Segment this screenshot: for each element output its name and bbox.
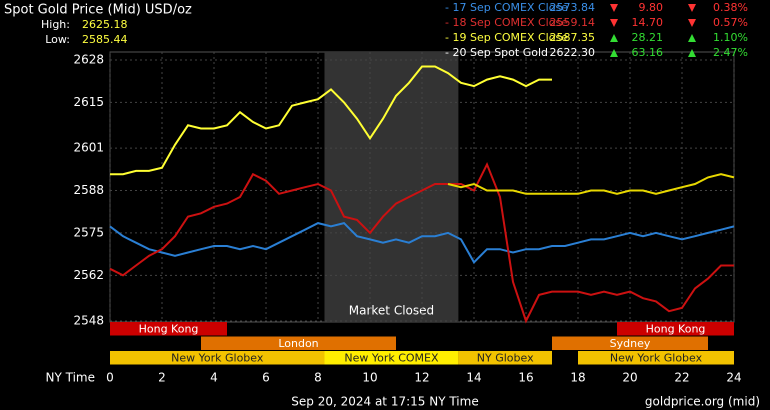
change-arrow	[688, 19, 696, 27]
legend-change: 0.38%	[713, 1, 748, 14]
source: goldprice.org (mid)	[645, 395, 760, 409]
session-band	[552, 336, 708, 350]
x-tick-label: 14	[466, 371, 481, 385]
legend-entry: - 18 Sep COMEX Close	[445, 16, 568, 29]
x-tick-label: 8	[314, 371, 322, 385]
x-tick-label: 10	[362, 371, 377, 385]
session-label: London	[278, 337, 318, 350]
y-tick-label: 2601	[73, 141, 104, 155]
session-label: Hong Kong	[139, 322, 199, 335]
low-label: Low:	[45, 33, 70, 46]
y-tick-label: 2588	[73, 183, 104, 197]
x-tick-label: 20	[622, 371, 637, 385]
legend-change: 28.21	[632, 31, 664, 44]
legend-change: 0.57%	[713, 16, 748, 29]
y-tick-label: 2615	[73, 95, 104, 109]
y-tick-label: 2575	[73, 225, 104, 239]
market-closed-region	[324, 52, 459, 322]
y-tick-label: 2548	[73, 314, 104, 328]
session-band	[617, 322, 734, 336]
legend-entry: - 19 Sep COMEX Close	[445, 31, 568, 44]
x-tick-label: 6	[262, 371, 270, 385]
legend-change: 9.80	[639, 1, 664, 14]
legend-change: 63.16	[632, 46, 664, 59]
legend-price: 2559.14	[550, 16, 596, 29]
legend-change: 14.70	[632, 16, 664, 29]
x-tick-label: 22	[674, 371, 689, 385]
x-tick-label: 24	[726, 371, 741, 385]
high-value: 2625.18	[82, 18, 128, 31]
session-label: Sydney	[610, 337, 651, 350]
series-line	[110, 65, 552, 176]
change-arrow	[610, 19, 618, 27]
session-band	[110, 322, 227, 336]
legend-change: 1.10%	[713, 31, 748, 44]
series-line	[109, 161, 734, 324]
session-label: Hong Kong	[646, 322, 706, 335]
series-line	[109, 221, 735, 264]
session-label: New York Globex	[171, 351, 264, 364]
session-band	[458, 351, 552, 365]
x-tick-label: 2	[158, 371, 166, 385]
session-band	[324, 351, 459, 365]
x-tick-label: 4	[210, 371, 218, 385]
session-band	[110, 351, 325, 365]
x-axis-title: NY Time	[46, 371, 96, 385]
change-arrow	[688, 49, 696, 57]
market-closed-label: Market Closed	[349, 304, 434, 318]
session-label: NY Globex	[477, 351, 534, 364]
high-label: High:	[41, 18, 70, 31]
change-arrow	[688, 34, 696, 42]
x-tick-label: 18	[570, 371, 585, 385]
change-arrow	[610, 49, 618, 57]
session-band	[201, 336, 396, 350]
x-tick-label: 12	[414, 371, 429, 385]
change-arrow	[610, 4, 618, 12]
legend-price: 2573.84	[550, 1, 596, 14]
session-band	[578, 351, 734, 365]
low-value: 2585.44	[82, 33, 128, 46]
y-tick-label: 2562	[73, 268, 104, 282]
session-label: New York Globex	[610, 351, 703, 364]
y-tick-label: 2628	[73, 53, 104, 67]
legend-change: 2.47%	[713, 46, 748, 59]
x-tick-label: 0	[106, 371, 114, 385]
change-arrow	[688, 4, 696, 12]
chart-title: Spot Gold Price (Mid) USD/oz	[4, 3, 192, 18]
footer: Sep 20, 2024 at 17:15 NY Time	[291, 395, 478, 409]
legend-price: 2622.30	[550, 46, 596, 59]
legend-entry: - 17 Sep COMEX Close	[445, 1, 568, 14]
series-line	[447, 173, 735, 195]
change-arrow	[610, 34, 618, 42]
legend-entry: - 20 Sep Spot Gold	[445, 46, 548, 59]
legend-price: 2587.35	[550, 31, 596, 44]
x-tick-label: 16	[518, 371, 533, 385]
session-label: New York COMEX	[344, 351, 439, 364]
